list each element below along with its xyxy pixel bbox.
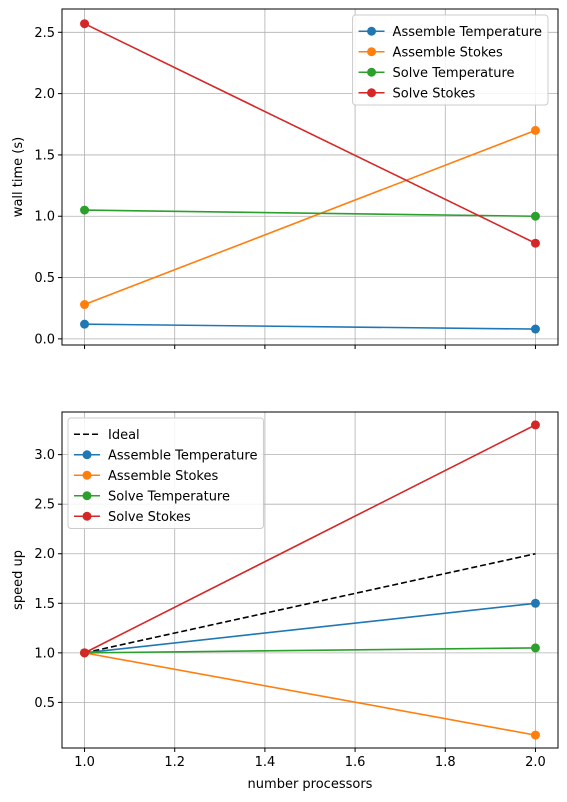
legend-label: Ideal	[108, 428, 140, 443]
data-point-solve-stokes-0	[80, 19, 90, 29]
top-axes-wall-time: 0.0 0.5 1.0 1.5 2.0 2.5 wall time (s) Assemble …	[11, 8, 559, 349]
data-point-assemble-temperature-1	[530, 324, 540, 334]
legend-box	[352, 14, 549, 106]
legend-marker	[82, 491, 92, 501]
y-tick-label: 1.0	[34, 210, 55, 225]
data-point-solve-temperature-1	[530, 211, 540, 221]
x-tick-label: 1.0	[74, 755, 95, 770]
legend-entry-assemble-stokes: Assemble Stokes	[358, 45, 503, 60]
legend-marker	[82, 450, 92, 460]
series-line-assemble-temperature	[84, 602, 536, 654]
y-tick-label: 2.0	[34, 547, 55, 562]
y-tick-label: 0.5	[34, 696, 55, 711]
series-assemble-temperature	[80, 319, 540, 334]
x-axis: 1.0 1.2 1.4 1.6 1.8 2.0 number processors	[74, 748, 546, 792]
data-point-solve-temperature-1	[530, 643, 540, 653]
series-solve-temperature	[80, 205, 540, 221]
legend-entry-solve-stokes: Solve Stokes	[358, 86, 476, 101]
legend: Ideal Assemble Temperature Assemble Stokes…	[67, 417, 264, 529]
axes-frame	[61, 411, 559, 749]
series-ideal	[84, 552, 536, 654]
series-line-assemble-stokes	[84, 652, 536, 736]
axes-frame	[61, 8, 559, 346]
legend-entry-assemble-stokes: Assemble Stokes	[74, 469, 218, 484]
legend-label: Assemble Stokes	[393, 45, 503, 60]
legend-entry-solve-temperature: Solve Temperature	[74, 489, 230, 504]
data-point-assemble-stokes-1	[530, 125, 540, 135]
legend-entry-assemble-temperature: Assemble Temperature	[74, 448, 257, 463]
legend-label: Assemble Temperature	[108, 448, 257, 463]
series-line-assemble-stokes	[84, 129, 536, 306]
series-solve-stokes	[80, 420, 540, 658]
y-tick-label: 2.5	[34, 498, 55, 513]
legend-marker	[82, 470, 92, 480]
x-tick-label: 1.2	[164, 755, 185, 770]
y-tick-label: 1.5	[34, 597, 55, 612]
series-line-assemble-temperature	[84, 323, 536, 330]
series-line-solve-temperature	[84, 209, 536, 218]
series-line-solve-stokes	[84, 22, 536, 244]
legend-marker	[82, 511, 92, 521]
bottom-axes-speed-up: 1.0 1.2 1.4 1.6 1.8 2.0 number processors 0.5 1.…	[11, 411, 559, 792]
legend-label: Assemble Temperature	[393, 25, 542, 40]
series-assemble-stokes	[80, 125, 540, 310]
x-axis	[84, 345, 536, 349]
legend-label: Solve Stokes	[393, 86, 476, 101]
x-tick-label: 1.8	[435, 755, 456, 770]
legend-marker	[367, 67, 377, 77]
x-tick-label: 1.4	[255, 755, 276, 770]
x-tick-label: 2.0	[525, 755, 546, 770]
legend-entry-solve-stokes: Solve Stokes	[74, 510, 191, 525]
legend-marker	[367, 47, 377, 57]
x-axis-label: number processors	[248, 777, 373, 792]
x-tick-label: 1.6	[345, 755, 366, 770]
y-axis: 0.0 0.5 1.0 1.5 2.0 2.5 wall time (s)	[11, 26, 62, 347]
legend-label: Solve Temperature	[393, 66, 515, 81]
legend-label: Assemble Stokes	[108, 469, 218, 484]
y-axis: 0.5 1.0 1.5 2.0 2.5 3.0 speed up	[11, 448, 62, 711]
y-tick-label: 1.5	[34, 148, 55, 163]
legend: Assemble Temperature Assemble Stokes Solve…	[352, 14, 549, 106]
legend-box	[67, 417, 264, 529]
y-tick-label: 3.0	[34, 448, 55, 463]
y-axis-label: wall time (s)	[11, 137, 26, 217]
data-point-solve-temperature-0	[80, 205, 90, 215]
series-solve-stokes	[80, 19, 540, 248]
data-point-assemble-temperature-0	[80, 319, 90, 329]
legend-entry-ideal: Ideal	[74, 428, 140, 443]
data-point-assemble-temperature-1	[530, 598, 540, 608]
y-tick-label: 0.0	[34, 332, 55, 347]
legend-label: Solve Temperature	[108, 489, 230, 504]
data-point-assemble-stokes-1	[530, 730, 540, 740]
y-axis-label: speed up	[11, 550, 26, 610]
series-line-ideal	[84, 552, 536, 654]
y-tick-label: 1.0	[34, 646, 55, 661]
data-point-solve-stokes-1	[530, 238, 540, 248]
legend-marker	[367, 88, 377, 98]
legend-entry-assemble-temperature: Assemble Temperature	[358, 25, 542, 40]
series-line-solve-temperature	[84, 647, 536, 654]
legend-label: Solve Stokes	[108, 510, 191, 525]
series-line-solve-stokes	[84, 424, 536, 654]
series-assemble-stokes	[80, 648, 540, 740]
y-tick-label: 0.5	[34, 271, 55, 286]
data-point-assemble-stokes-0	[80, 300, 90, 310]
y-tick-label: 2.0	[34, 87, 55, 102]
legend-entry-solve-temperature: Solve Temperature	[358, 66, 515, 81]
data-point-solve-stokes-1	[530, 420, 540, 430]
data-point-solve-stokes-0	[80, 648, 90, 658]
legend-marker	[367, 26, 377, 36]
y-tick-label: 2.5	[34, 26, 55, 41]
